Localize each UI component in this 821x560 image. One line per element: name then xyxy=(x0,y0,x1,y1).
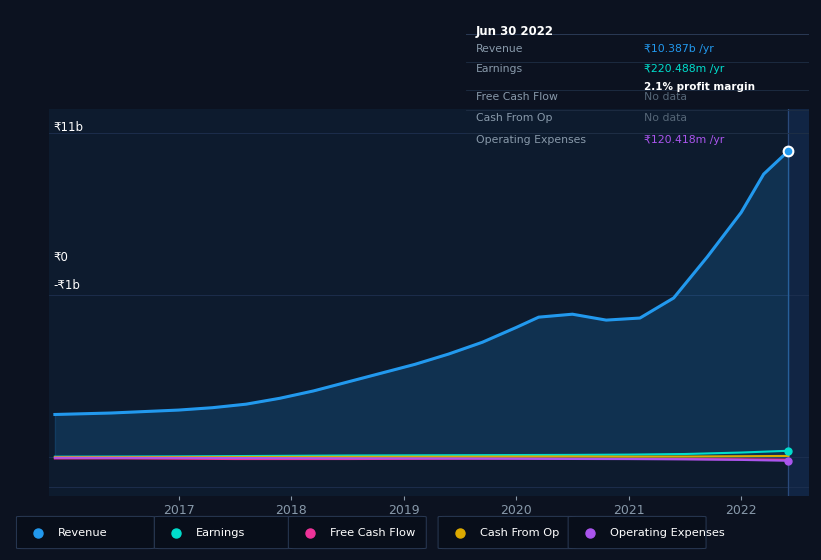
Text: Free Cash Flow: Free Cash Flow xyxy=(330,528,415,538)
Text: Revenue: Revenue xyxy=(476,44,523,54)
Text: Cash From Op: Cash From Op xyxy=(476,113,553,123)
Text: ₹0: ₹0 xyxy=(53,251,68,264)
FancyBboxPatch shape xyxy=(568,516,706,549)
FancyBboxPatch shape xyxy=(288,516,426,549)
Text: Operating Expenses: Operating Expenses xyxy=(610,528,725,538)
Text: Revenue: Revenue xyxy=(58,528,108,538)
Text: Jun 30 2022: Jun 30 2022 xyxy=(476,25,554,38)
Text: -₹1b: -₹1b xyxy=(53,278,80,292)
Text: 2.1% profit margin: 2.1% profit margin xyxy=(644,82,755,92)
Text: ₹10.387b /yr: ₹10.387b /yr xyxy=(644,44,713,54)
Text: Earnings: Earnings xyxy=(476,64,523,74)
Text: Operating Expenses: Operating Expenses xyxy=(476,136,586,146)
Text: No data: No data xyxy=(644,92,687,102)
FancyBboxPatch shape xyxy=(438,516,576,549)
Text: ₹11b: ₹11b xyxy=(53,121,83,134)
FancyBboxPatch shape xyxy=(154,516,292,549)
Text: Cash From Op: Cash From Op xyxy=(479,528,559,538)
Text: ₹220.488m /yr: ₹220.488m /yr xyxy=(644,64,724,74)
Text: Earnings: Earnings xyxy=(196,528,245,538)
Text: ₹120.418m /yr: ₹120.418m /yr xyxy=(644,136,724,146)
FancyBboxPatch shape xyxy=(16,516,154,549)
Bar xyxy=(788,109,809,496)
Text: No data: No data xyxy=(644,113,687,123)
Text: Free Cash Flow: Free Cash Flow xyxy=(476,92,557,102)
